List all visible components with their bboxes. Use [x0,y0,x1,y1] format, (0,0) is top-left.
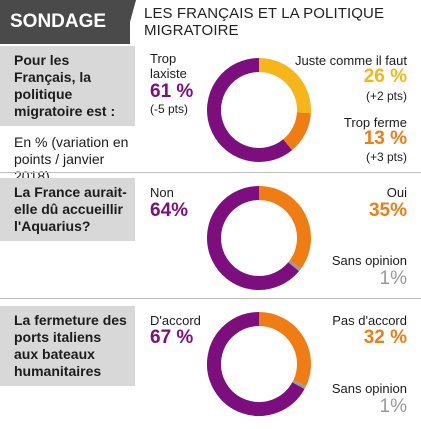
question-3-text: La fermeture des ports italiens aux bate… [0,306,135,386]
q2-label-sans-opinion: Sans opinion [331,253,407,268]
q3-label-daccord: D'accord [150,313,201,328]
q1-label-trop-ferme: Trop ferme [343,115,407,130]
page-title: LES FRANÇAIS ET LA POLITIQUE MIGRATOIRE [144,5,385,39]
q2-pct-oui: 35% [368,200,407,221]
header-slant [124,0,136,44]
divider [0,172,421,173]
q1-pct-juste: 26 % [363,66,407,87]
q1-var-trop-ferme: (+3 pts) [365,150,407,164]
question-1-text: Pour les Français, la politique migratoi… [0,46,135,126]
donut-2-slice-sans-opinion [288,260,302,272]
donut-1-slice-trop-laxiste [207,58,293,162]
q1-pct-trop-ferme: 13 % [363,128,407,149]
q1-pct-trop-laxiste: 61 % [150,81,194,102]
q3-pct-daccord: 67 % [150,327,194,348]
donut-2-slice-oui [258,186,311,269]
q2-pct-non: 64% [150,200,189,221]
divider [0,298,421,299]
header-tag: SONDAGE [0,0,130,44]
q3-pct-sans-opinion: 1% [379,396,407,417]
q3-label-sans-opinion: Sans opinion [331,381,407,396]
q2-pct-sans-opinion: 1% [379,268,407,289]
q1-var-juste: (+2 pts) [365,89,407,103]
q1-label-trop-laxiste: Trop laxiste [150,51,187,81]
donut-3-slice-pas-d-accord [258,312,311,387]
header: SONDAGE LES FRANÇAIS ET LA POLITIQUE MIG… [0,0,421,44]
question-1-note: En % (variation en points / janvier 2018… [14,134,129,184]
donut-2-slice-non [207,186,300,290]
q2-label-oui: Oui [386,185,407,200]
question-2: La France aurait-elle dû accueillir l'Aq… [0,178,135,241]
q1-label-juste: Juste comme il faut [295,53,407,68]
q3-label-pas-daccord: Pas d'accord [332,313,407,328]
donut-3-slice-d-accord [207,312,305,416]
donut-1-slice-juste-comme-il-faut [258,58,311,114]
question-1: Pour les Français, la politique migratoi… [0,46,135,185]
q2-label-non: Non [150,185,174,200]
question-3: La fermeture des ports italiens aux bate… [0,306,135,386]
question-2-text: La France aurait-elle dû accueillir l'Aq… [0,178,135,241]
q3-pct-pas-daccord: 32 % [363,327,407,348]
q1-var-trop-laxiste: (-5 pts) [150,102,189,116]
